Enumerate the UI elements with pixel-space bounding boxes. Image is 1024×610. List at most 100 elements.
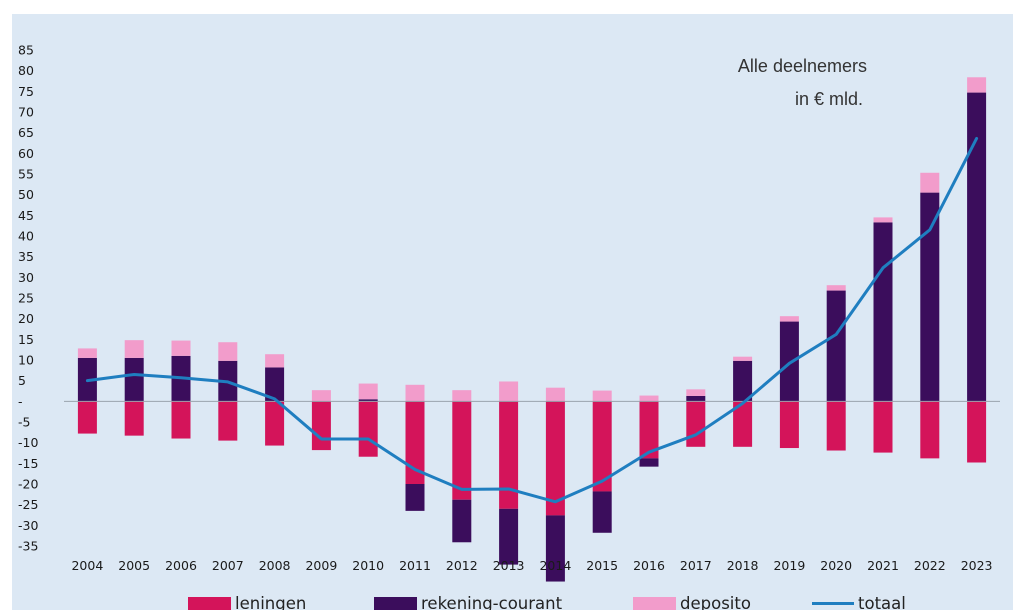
legend-swatch-deposito (633, 596, 676, 610)
y-tick-label: -25 (18, 497, 38, 512)
bar-rekening-courant-2008 (265, 367, 285, 402)
line-layer (85, 136, 979, 504)
bar-rekening-courant-2010 (358, 399, 378, 402)
bar-deposito-2022 (920, 172, 940, 193)
bars-layer (77, 77, 987, 582)
x-tick-label-2022: 2022 (914, 558, 946, 573)
bar-rekening-courant-2018 (733, 360, 753, 402)
bar-leningen-2011 (405, 401, 425, 484)
y-tick-label: 45 (18, 208, 34, 223)
bar-deposito-2020 (826, 285, 846, 291)
bar-rekening-courant-2013 (499, 508, 519, 565)
bar-leningen-2004 (77, 401, 97, 434)
x-tick-label-2017: 2017 (680, 558, 712, 573)
bar-leningen-2020 (826, 401, 846, 451)
legend-item-totaal: totaal (812, 592, 906, 610)
x-tick-label-2013: 2013 (493, 558, 525, 573)
y-tick-label: 55 (18, 167, 34, 182)
bar-leningen-2022 (920, 401, 940, 459)
y-tick-label: 35 (18, 249, 34, 264)
x-tick-label-2014: 2014 (539, 558, 571, 573)
x-tick-label-2004: 2004 (71, 558, 103, 573)
y-tick-label: -15 (18, 456, 38, 471)
y-tick-label: -30 (18, 518, 38, 533)
label-layer: 2004 2005 2006 2007 2008 2009 2010 2011 2012 2013… (18, 43, 993, 574)
y-tick-label: 25 (18, 291, 34, 306)
bar-deposito-2008 (265, 354, 285, 368)
x-tick-label-2007: 2007 (212, 558, 244, 573)
y-tick-label: 60 (18, 146, 34, 161)
bar-deposito-2014 (545, 387, 565, 402)
x-tick-label-2015: 2015 (586, 558, 618, 573)
bar-deposito-2010 (358, 383, 378, 400)
bar-deposito-2018 (733, 356, 753, 361)
bar-deposito-2012 (452, 390, 472, 402)
x-tick-label-2019: 2019 (773, 558, 805, 573)
bar-rekening-courant-2014 (545, 515, 565, 582)
legend-swatch-leningen (188, 596, 231, 610)
y-tick-label: 15 (18, 332, 34, 347)
legend-item-leningen: leningen (188, 592, 306, 610)
bar-deposito-2016 (639, 395, 659, 402)
bar-deposito-2017 (686, 389, 706, 396)
y-tick-label: -10 (18, 435, 38, 450)
y-tick-label: 30 (18, 270, 34, 285)
x-tick-label-2021: 2021 (867, 558, 899, 573)
bar-rekening-courant-2011 (405, 484, 425, 511)
bar-leningen-2009 (311, 401, 331, 451)
bar-deposito-2011 (405, 384, 425, 402)
bar-deposito-2013 (499, 381, 519, 402)
bar-rekening-courant-2019 (779, 321, 799, 402)
chart-title: Alle deelnemers (737, 56, 867, 76)
bar-deposito-2019 (779, 316, 799, 322)
x-tick-label-2010: 2010 (352, 558, 384, 573)
bar-leningen-2006 (171, 401, 191, 439)
bar-leningen-2023 (967, 401, 987, 463)
bar-leningen-2014 (545, 401, 565, 516)
bar-leningen-2013 (499, 401, 519, 509)
legend-label-leningen: leningen (235, 593, 307, 610)
bar-rekening-courant-2021 (873, 222, 893, 402)
y-tick-label: 5 (18, 373, 26, 388)
y-tick-label: -20 (18, 477, 38, 492)
bar-leningen-2012 (452, 401, 472, 500)
bar-deposito-2023 (967, 77, 987, 93)
legend-label-rekening-courant: rekening-courant (421, 593, 563, 610)
legend-label-totaal: totaal (858, 593, 906, 610)
bar-leningen-2005 (124, 401, 144, 436)
y-tick-label: -35 (18, 539, 38, 554)
bar-leningen-2016 (639, 401, 659, 459)
bar-leningen-2010 (358, 401, 378, 457)
y-tick-label: 75 (18, 84, 34, 99)
x-tick-label-2011: 2011 (399, 558, 431, 573)
y-tick-label: - (18, 394, 23, 409)
x-tick-label-2008: 2008 (259, 558, 291, 573)
y-tick-label: 50 (18, 187, 34, 202)
bar-deposito-2006 (171, 340, 191, 356)
chart-panel: 2004 2005 2006 2007 2008 2009 2010 2011 2012 2013… (12, 14, 1013, 610)
bar-rekening-courant-2016 (639, 458, 659, 467)
y-tick-label: -5 (18, 415, 30, 430)
bar-leningen-2019 (779, 401, 799, 449)
bar-deposito-2005 (124, 340, 144, 358)
bar-leningen-2008 (265, 401, 285, 446)
legend-swatch-totaal (812, 601, 854, 605)
y-tick-label: 10 (18, 353, 34, 368)
legend-label-deposito: deposito (680, 593, 751, 610)
bar-leningen-2007 (218, 401, 238, 441)
bar-leningen-2021 (873, 401, 893, 453)
y-tick-label: 65 (18, 125, 34, 140)
y-tick-label: 40 (18, 229, 34, 244)
bar-rekening-courant-2022 (920, 192, 940, 402)
y-tick-label: 70 (18, 105, 34, 120)
bar-deposito-2021 (873, 217, 893, 223)
bar-leningen-2018 (733, 401, 753, 447)
x-tick-label-2009: 2009 (305, 558, 337, 573)
y-tick-label: 85 (18, 43, 34, 58)
y-tick-label: 80 (18, 63, 34, 78)
chart-plot: 2004 2005 2006 2007 2008 2009 2010 2011 2012 2013… (18, 43, 1000, 582)
series-line-totaal (85, 136, 979, 504)
legend-item-deposito: deposito (633, 592, 751, 610)
bar-deposito-2007 (218, 342, 238, 361)
bar-rekening-courant-2017 (686, 395, 706, 402)
